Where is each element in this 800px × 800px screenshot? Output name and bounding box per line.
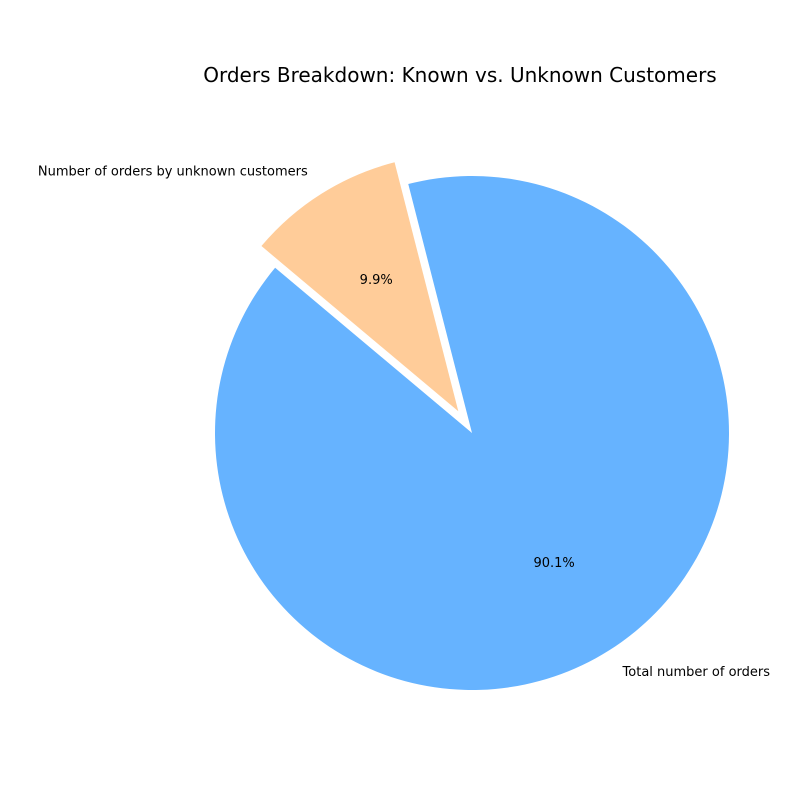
slice-label: Number of orders by unknown customers	[38, 164, 308, 179]
slice-label: Total number of orders	[622, 665, 771, 680]
pie-labels: Total number of orders 90.1% Number of ord…	[38, 164, 770, 679]
pie-slices	[215, 162, 729, 691]
slice-percent-label: 9.9%	[360, 273, 393, 288]
pie-slice	[215, 175, 729, 691]
slice-percent-label: 90.1%	[533, 556, 574, 571]
pie-slice	[261, 162, 459, 412]
chart-title: Orders Breakdown: Known vs. Unknown Cust…	[203, 63, 716, 87]
